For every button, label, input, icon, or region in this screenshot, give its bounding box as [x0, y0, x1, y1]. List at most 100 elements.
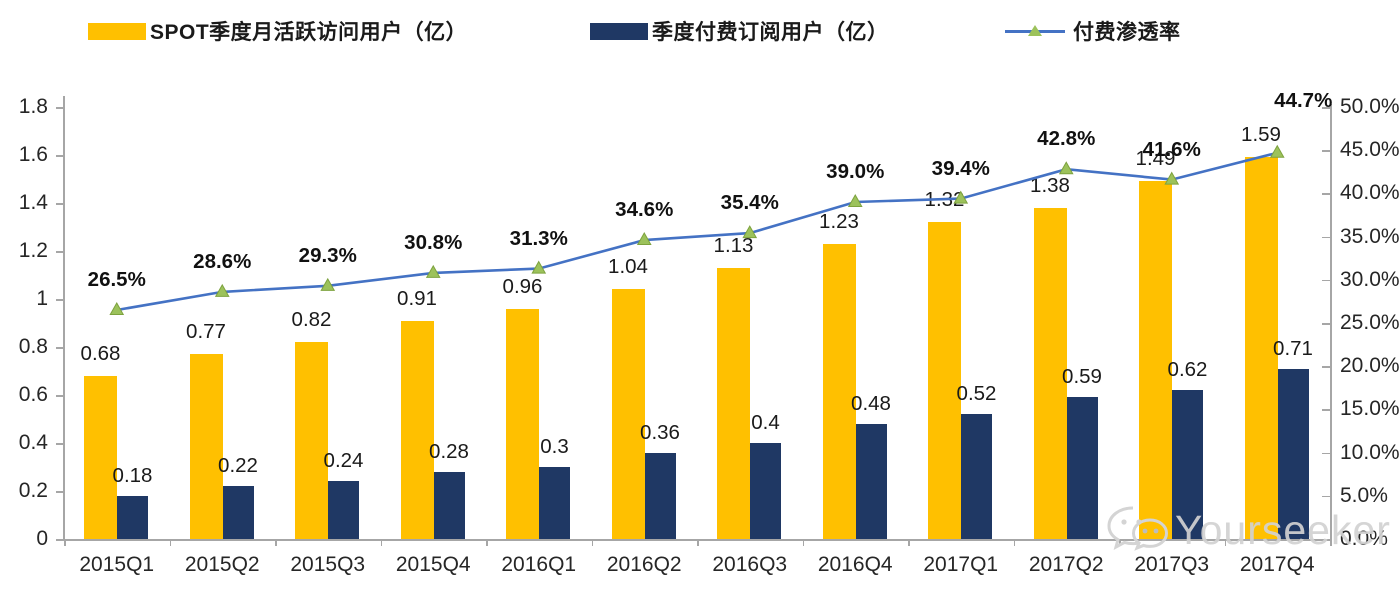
x-axis-category-label: 2015Q4 [395, 553, 471, 576]
right-axis-tick-label: 0.0% [1340, 527, 1388, 550]
left-axis-tick [56, 443, 64, 445]
x-axis-tick [908, 539, 910, 546]
left-axis-tick-label: 0.6 [18, 383, 48, 406]
paid-subs-bar [961, 414, 992, 539]
right-axis-tick [1322, 193, 1330, 195]
legend-item-mau: SPOT季度月活跃访问用户（亿） [88, 18, 467, 44]
paid-subs-value-label: 0.52 [956, 382, 997, 406]
paid-subs-value-label: 0.22 [218, 454, 258, 478]
mau-value-label: 1.04 [608, 255, 648, 279]
mau-value-label: 0.77 [186, 320, 226, 344]
paid-subs-value-label: 0.4 [751, 411, 780, 434]
paid-subs-bar [1277, 368, 1309, 539]
left-axis-tick-label: 0 [36, 527, 48, 550]
penetration-rate-label: 35.4% [720, 191, 779, 215]
penetration-rate-label: 29.3% [298, 243, 357, 267]
x-axis-tick [486, 539, 488, 546]
paid-subs-bar [222, 486, 254, 539]
legend-item-penetration: 付费渗透率 [1005, 18, 1181, 44]
x-axis-tick [1330, 539, 1332, 546]
right-axis-tick-label: 40.0% [1340, 181, 1399, 205]
paid-subs-bar [539, 467, 570, 539]
left-axis-tick-label: 1.8 [18, 95, 48, 118]
penetration-legend-marker-icon [1005, 24, 1065, 38]
paid-subs-value-label: 0.36 [640, 420, 680, 444]
left-axis-tick [56, 491, 64, 493]
mau-value-label: 1.23 [819, 209, 859, 233]
mau-bar [717, 267, 750, 539]
x-axis-category-label: 2016Q4 [817, 553, 893, 576]
paid-subs-bar [117, 495, 148, 539]
right-axis-tick [1322, 150, 1330, 152]
x-axis-category-label: 2017Q2 [1028, 553, 1104, 576]
right-axis-tick-label: 5.0% [1340, 483, 1388, 507]
left-axis-tick [56, 347, 64, 349]
paid-subs-bar [433, 471, 465, 539]
x-axis-category-label: 2015Q1 [79, 553, 155, 576]
mau-value-label: 1.32 [924, 188, 965, 212]
mau-bar [506, 308, 539, 539]
x-axis-tick [1119, 539, 1121, 546]
right-axis-tick-label: 30.0% [1340, 267, 1399, 291]
paid-subs-bar [1172, 390, 1203, 539]
x-axis-tick [1013, 539, 1015, 546]
mau-value-label: 0.82 [291, 308, 332, 332]
right-axis-tick-label: 20.0% [1340, 354, 1399, 378]
penetration-rate-label: 39.4% [931, 156, 990, 180]
penetration-marker-icon [1269, 144, 1285, 158]
x-axis-tick [380, 539, 382, 546]
mau-value-label: 1.59 [1241, 123, 1281, 147]
mau-value-label: 1.38 [1030, 173, 1070, 197]
left-axis-tick [56, 539, 64, 541]
x-axis-category-label: 2016Q3 [712, 553, 788, 576]
legend-item-paid-subs: 季度付费订阅用户（亿） [590, 18, 889, 44]
right-axis-tick [1322, 323, 1330, 325]
x-axis-tick [169, 539, 171, 546]
left-axis-line [63, 96, 65, 540]
mau-legend-label: SPOT季度月活跃访问用户（亿） [150, 21, 468, 44]
left-axis-tick-label: 0.8 [18, 335, 48, 358]
penetration-marker-icon [109, 302, 125, 316]
penetration-marker-icon [636, 232, 652, 246]
paid-subs-value-label: 0.59 [1062, 365, 1102, 389]
x-axis-category-label: 2015Q3 [290, 553, 366, 576]
right-axis-tick [1322, 452, 1330, 455]
right-axis-tick-label: 45.0% [1340, 138, 1399, 162]
x-axis-tick [591, 539, 593, 546]
left-axis-tick [56, 251, 64, 253]
paid-subs-value-label: 0.48 [851, 391, 891, 415]
x-axis-tick [1224, 539, 1226, 546]
left-axis-tick-label: 0.4 [18, 431, 48, 454]
left-axis-tick [56, 203, 64, 205]
paid-subs-value-label: 0.24 [323, 449, 364, 473]
mau-value-label: 0.96 [502, 274, 543, 298]
x-axis-category-label: 2015Q2 [184, 553, 260, 576]
penetration-rate-label: 28.6% [193, 249, 252, 273]
left-axis-tick-label: 1.6 [18, 143, 48, 166]
paid-subs-bar [1066, 397, 1098, 539]
penetration-marker-icon [320, 277, 336, 291]
penetration-rate-label: 39.0% [826, 160, 885, 184]
paid-subs-value-label: 0.3 [540, 435, 569, 458]
x-axis-tick [802, 539, 804, 546]
x-axis-category-label: 2017Q3 [1134, 553, 1210, 576]
right-axis-tick [1322, 107, 1330, 109]
right-axis-line [1330, 104, 1332, 540]
left-axis-tick-label: 0.2 [18, 479, 48, 502]
mau-bar [611, 289, 645, 539]
right-axis-tick [1322, 236, 1330, 239]
right-axis-tick [1322, 495, 1330, 498]
left-axis-tick [56, 395, 64, 397]
right-axis-tick [1322, 366, 1330, 368]
penetration-rate-label: 26.5% [87, 268, 146, 292]
paid-subs-value-label: 0.62 [1167, 358, 1208, 382]
right-axis-tick [1322, 409, 1330, 411]
right-axis-tick-label: 25.0% [1340, 311, 1399, 334]
paid-subs-value-label: 0.18 [112, 463, 153, 487]
paid-subs-value-label: 0.71 [1273, 336, 1313, 360]
paid-subs-bar [328, 481, 359, 539]
left-axis-tick [56, 299, 64, 301]
right-axis-tick [1322, 279, 1330, 282]
penetration-rate-label: 34.6% [615, 198, 674, 222]
